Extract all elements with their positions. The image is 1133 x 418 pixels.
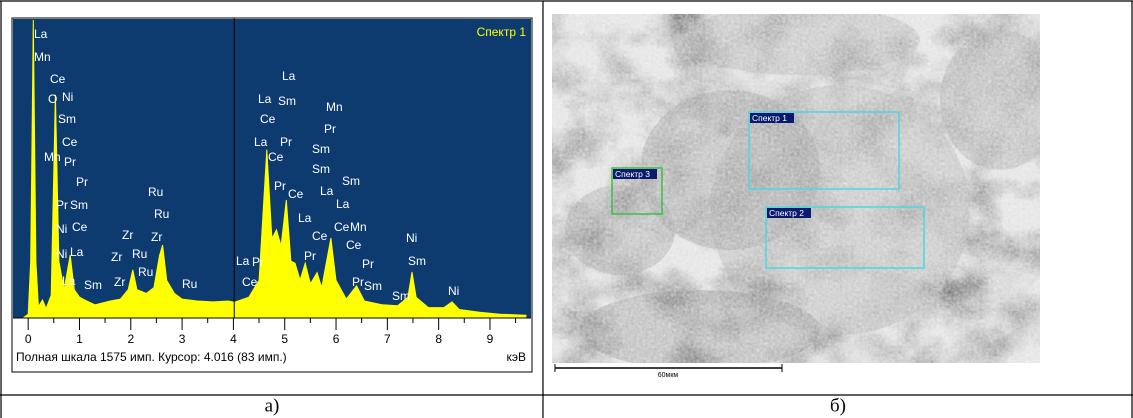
peak-label: Ce — [312, 229, 328, 243]
peak-label: Ru — [154, 207, 169, 221]
x-tick-label: 8 — [435, 332, 442, 346]
peak-label: Pr — [280, 135, 292, 149]
peak-label: La — [258, 92, 272, 106]
peak-label: Pr — [304, 249, 316, 263]
peak-label: Ce — [288, 187, 304, 201]
peak-label: Mn — [34, 50, 51, 64]
peak-label: Ce — [242, 275, 258, 289]
peak-label: Zr — [122, 228, 133, 242]
scale-bar-strip — [552, 363, 1040, 379]
x-tick-label: 5 — [281, 332, 288, 346]
peak-label: La — [336, 197, 350, 211]
peak-label: Pr — [352, 275, 364, 289]
peak-label: Ru — [148, 185, 163, 199]
caption: а) — [265, 395, 280, 416]
scale-bar-label: 60мкм — [658, 372, 679, 379]
region-label: Спектр 1 — [752, 113, 787, 123]
peak-label: Mn — [326, 100, 343, 114]
peak-label: La — [70, 245, 84, 259]
peak-label: Pr — [56, 198, 68, 212]
region-label: Спектр 3 — [615, 169, 650, 179]
peak-label: Sm — [392, 289, 410, 303]
peak-label: Ni — [62, 90, 73, 104]
peak-label: Sm — [84, 278, 102, 292]
sem-image — [552, 5, 1060, 370]
peak-label: Pr — [274, 179, 286, 193]
x-tick-label: 9 — [487, 332, 494, 346]
peak-label: La — [320, 184, 334, 198]
peak-label: Sm — [278, 94, 296, 108]
peak-label: O — [48, 92, 57, 106]
peak-label: Mn — [44, 150, 61, 164]
caption: б) — [830, 395, 846, 416]
peak-label: Ni — [56, 247, 67, 261]
peak-label: Ru — [138, 265, 153, 279]
peak-label: Ru — [132, 247, 147, 261]
peak-label: Ni — [448, 284, 459, 298]
peak-label: Sm — [408, 254, 426, 268]
peak-label: Ce — [72, 220, 88, 234]
x-tick-label: 0 — [25, 332, 32, 346]
region-label: Спектр 2 — [769, 208, 804, 218]
peak-label: Zr — [114, 275, 125, 289]
peak-label: Sm — [312, 142, 330, 156]
peak-label: La — [254, 135, 268, 149]
peak-label: Sm — [312, 162, 330, 176]
x-tick-label: 2 — [127, 332, 134, 346]
peak-label: Mn — [350, 220, 367, 234]
x-tick-label: 3 — [179, 332, 186, 346]
peak-label: La — [298, 211, 312, 225]
peak-label: Ru — [182, 277, 197, 291]
peak-label: Ce — [260, 112, 276, 126]
peak-label: Ce — [268, 150, 284, 164]
peak-label: Pr — [324, 122, 336, 136]
peak-label: Sm — [342, 174, 360, 188]
peak-label: Ce — [50, 72, 66, 86]
peak-label: Zr — [151, 230, 162, 244]
peak-label: Ni — [56, 222, 67, 236]
peak-label: Pr — [252, 255, 264, 269]
peak-label: Ni — [406, 231, 417, 245]
peak-label: La — [34, 27, 48, 41]
x-unit: кэВ — [506, 350, 526, 364]
peak-label: Sm — [70, 198, 88, 212]
peak-label: Pr — [362, 257, 374, 271]
x-tick-label: 1 — [76, 332, 83, 346]
peak-label: Zr — [111, 250, 122, 264]
x-tick-label: 6 — [333, 332, 340, 346]
peak-label: Ce — [346, 238, 362, 252]
peak-label: Pr — [64, 155, 76, 169]
peak-label: La — [62, 274, 76, 288]
peak-label: La — [236, 254, 250, 268]
x-tick-label: 7 — [384, 332, 391, 346]
x-tick-label: 4 — [230, 332, 237, 346]
peak-label: La — [282, 69, 296, 83]
status-line: Полная шкала 1575 имп. Курсор: 4.016 (83… — [16, 350, 287, 364]
figure: Спектр 1 Полная шкала 1575 имп. Курсор: … — [0, 0, 1133, 418]
peak-label: Pr — [76, 175, 88, 189]
peak-label: Ce — [62, 135, 78, 149]
peak-label: Sm — [364, 279, 382, 293]
peak-label: Sm — [58, 112, 76, 126]
spectrum-title: Спектр 1 — [477, 25, 527, 39]
peak-label: Ce — [334, 220, 350, 234]
